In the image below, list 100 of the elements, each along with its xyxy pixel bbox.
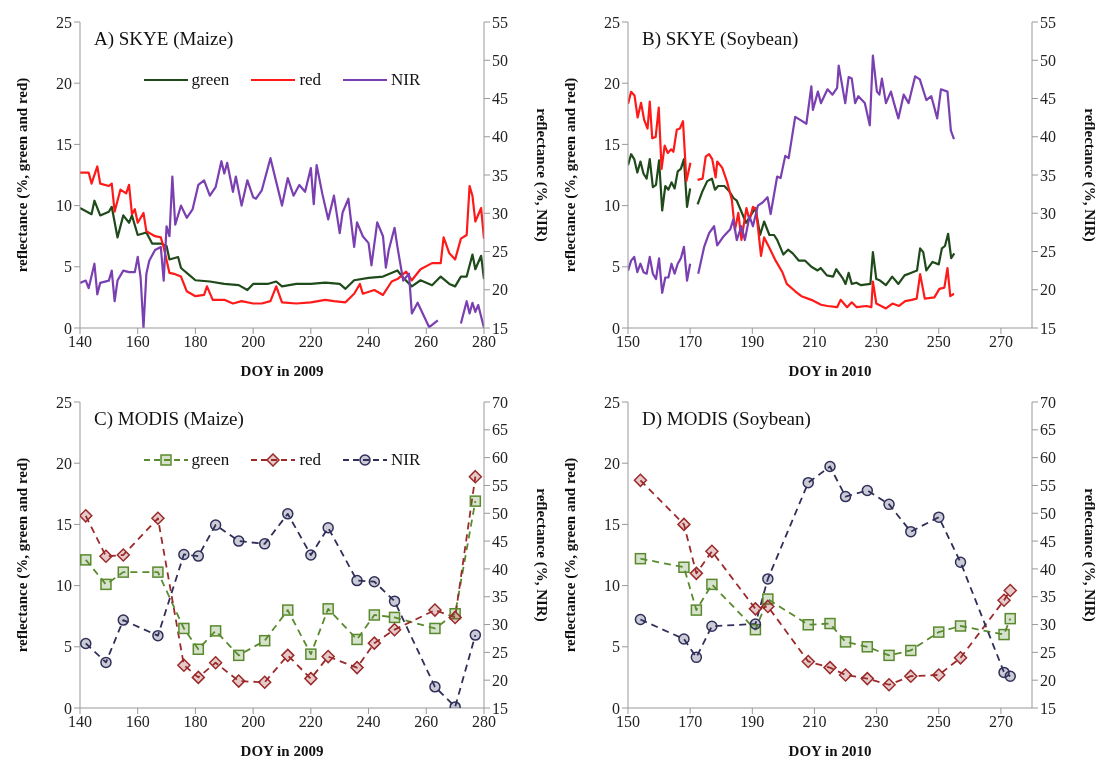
point [838, 668, 853, 682]
point [839, 490, 852, 503]
point [192, 643, 205, 655]
y2-tick-label: 45 [492, 90, 508, 108]
y2-tick-label: 40 [492, 128, 508, 146]
y-tick-label: 25 [56, 13, 72, 31]
point [117, 614, 130, 626]
point [367, 636, 382, 650]
y2-tick-label: 45 [1040, 90, 1056, 108]
point [232, 649, 245, 662]
point [258, 538, 271, 550]
point [706, 578, 718, 591]
point [954, 556, 967, 568]
y2-tick-label: 60 [1040, 449, 1056, 467]
point [80, 554, 92, 566]
point [388, 611, 401, 624]
x-axis-title: DOY in 2009 [240, 743, 324, 759]
point [883, 498, 895, 511]
y-tick-label: 10 [56, 577, 72, 595]
point [429, 681, 441, 693]
point [905, 525, 917, 538]
y2-tick-label: 55 [1040, 477, 1056, 495]
point [321, 649, 335, 664]
point [282, 604, 294, 616]
y2-tick-label: 55 [492, 477, 508, 495]
x-tick-label: 200 [241, 333, 266, 351]
point [860, 671, 875, 686]
line-series [80, 165, 484, 305]
y2-tick-label: 35 [492, 166, 508, 184]
point [678, 561, 690, 573]
point [305, 648, 317, 660]
point [801, 654, 815, 669]
point [428, 603, 442, 617]
point [1004, 670, 1016, 683]
y-tick-label: 15 [604, 136, 620, 154]
point [468, 469, 483, 484]
x-tick-label: 170 [678, 713, 703, 731]
chart-title: D) MODIS (Soybean) [642, 408, 811, 430]
x-tick-label: 190 [740, 713, 765, 731]
y2-tick-label: 50 [492, 504, 508, 522]
y2-tick-label: 35 [492, 588, 508, 606]
y-tick-label: 15 [56, 516, 72, 534]
y-tick-label: 10 [604, 577, 620, 595]
point [706, 620, 718, 632]
point [762, 573, 774, 585]
point [281, 648, 295, 663]
point [191, 670, 206, 685]
x-tick-label: 250 [926, 333, 951, 351]
point [839, 636, 852, 648]
point [117, 566, 130, 578]
point [802, 619, 814, 631]
x-axis-title: DOY in 2010 [788, 743, 872, 759]
point [208, 655, 223, 670]
point [932, 668, 946, 682]
y2-tick-label: 15 [1040, 699, 1056, 717]
y2-tick-label: 30 [492, 616, 508, 634]
y2-tick-label: 30 [1040, 616, 1056, 634]
point [823, 660, 837, 675]
y2-tick-label: 25 [1040, 644, 1056, 662]
y-tick-label: 25 [604, 393, 620, 411]
point [80, 637, 92, 650]
y2-axis-title: reflectance (%, NIR) [532, 488, 550, 622]
point [350, 660, 364, 675]
point [689, 566, 704, 581]
y-tick-label: 5 [612, 638, 620, 656]
point [368, 575, 381, 588]
point [322, 603, 334, 615]
x-tick-label: 230 [864, 713, 889, 731]
point [388, 595, 401, 607]
x-tick-label: 220 [298, 333, 323, 351]
legend-label: NIR [391, 450, 421, 470]
x-tick-label: 240 [356, 713, 381, 731]
y-tick-label: 15 [604, 516, 620, 534]
point [824, 460, 836, 473]
y2-tick-label: 50 [1040, 51, 1056, 69]
y2-tick-label: 30 [492, 204, 508, 222]
point [258, 634, 271, 647]
point [933, 511, 945, 523]
y2-tick-label: 35 [1040, 588, 1056, 606]
y-tick-label: 15 [56, 136, 72, 154]
point [429, 622, 441, 635]
y2-tick-label: 25 [492, 243, 508, 261]
point [933, 626, 945, 638]
point [232, 535, 245, 547]
y2-tick-label: 50 [492, 51, 508, 69]
y2-tick-label: 55 [1040, 13, 1056, 31]
y2-tick-label: 40 [1040, 560, 1056, 578]
point [748, 602, 763, 616]
point [116, 548, 131, 562]
point [177, 658, 191, 672]
point [231, 674, 246, 688]
point [749, 618, 762, 630]
y-axis-title: reflectance (%, green and red) [14, 77, 32, 273]
x-tick-label: 230 [864, 333, 889, 351]
y2-axis-title: reflectance (%, NIR) [1080, 488, 1098, 622]
y2-tick-label: 20 [492, 281, 508, 299]
x-axis-title: DOY in 2010 [788, 363, 872, 379]
x-tick-label: 160 [125, 713, 150, 731]
legend-label: red [299, 70, 322, 90]
y2-axis-title: reflectance (%, NIR) [1080, 108, 1098, 242]
